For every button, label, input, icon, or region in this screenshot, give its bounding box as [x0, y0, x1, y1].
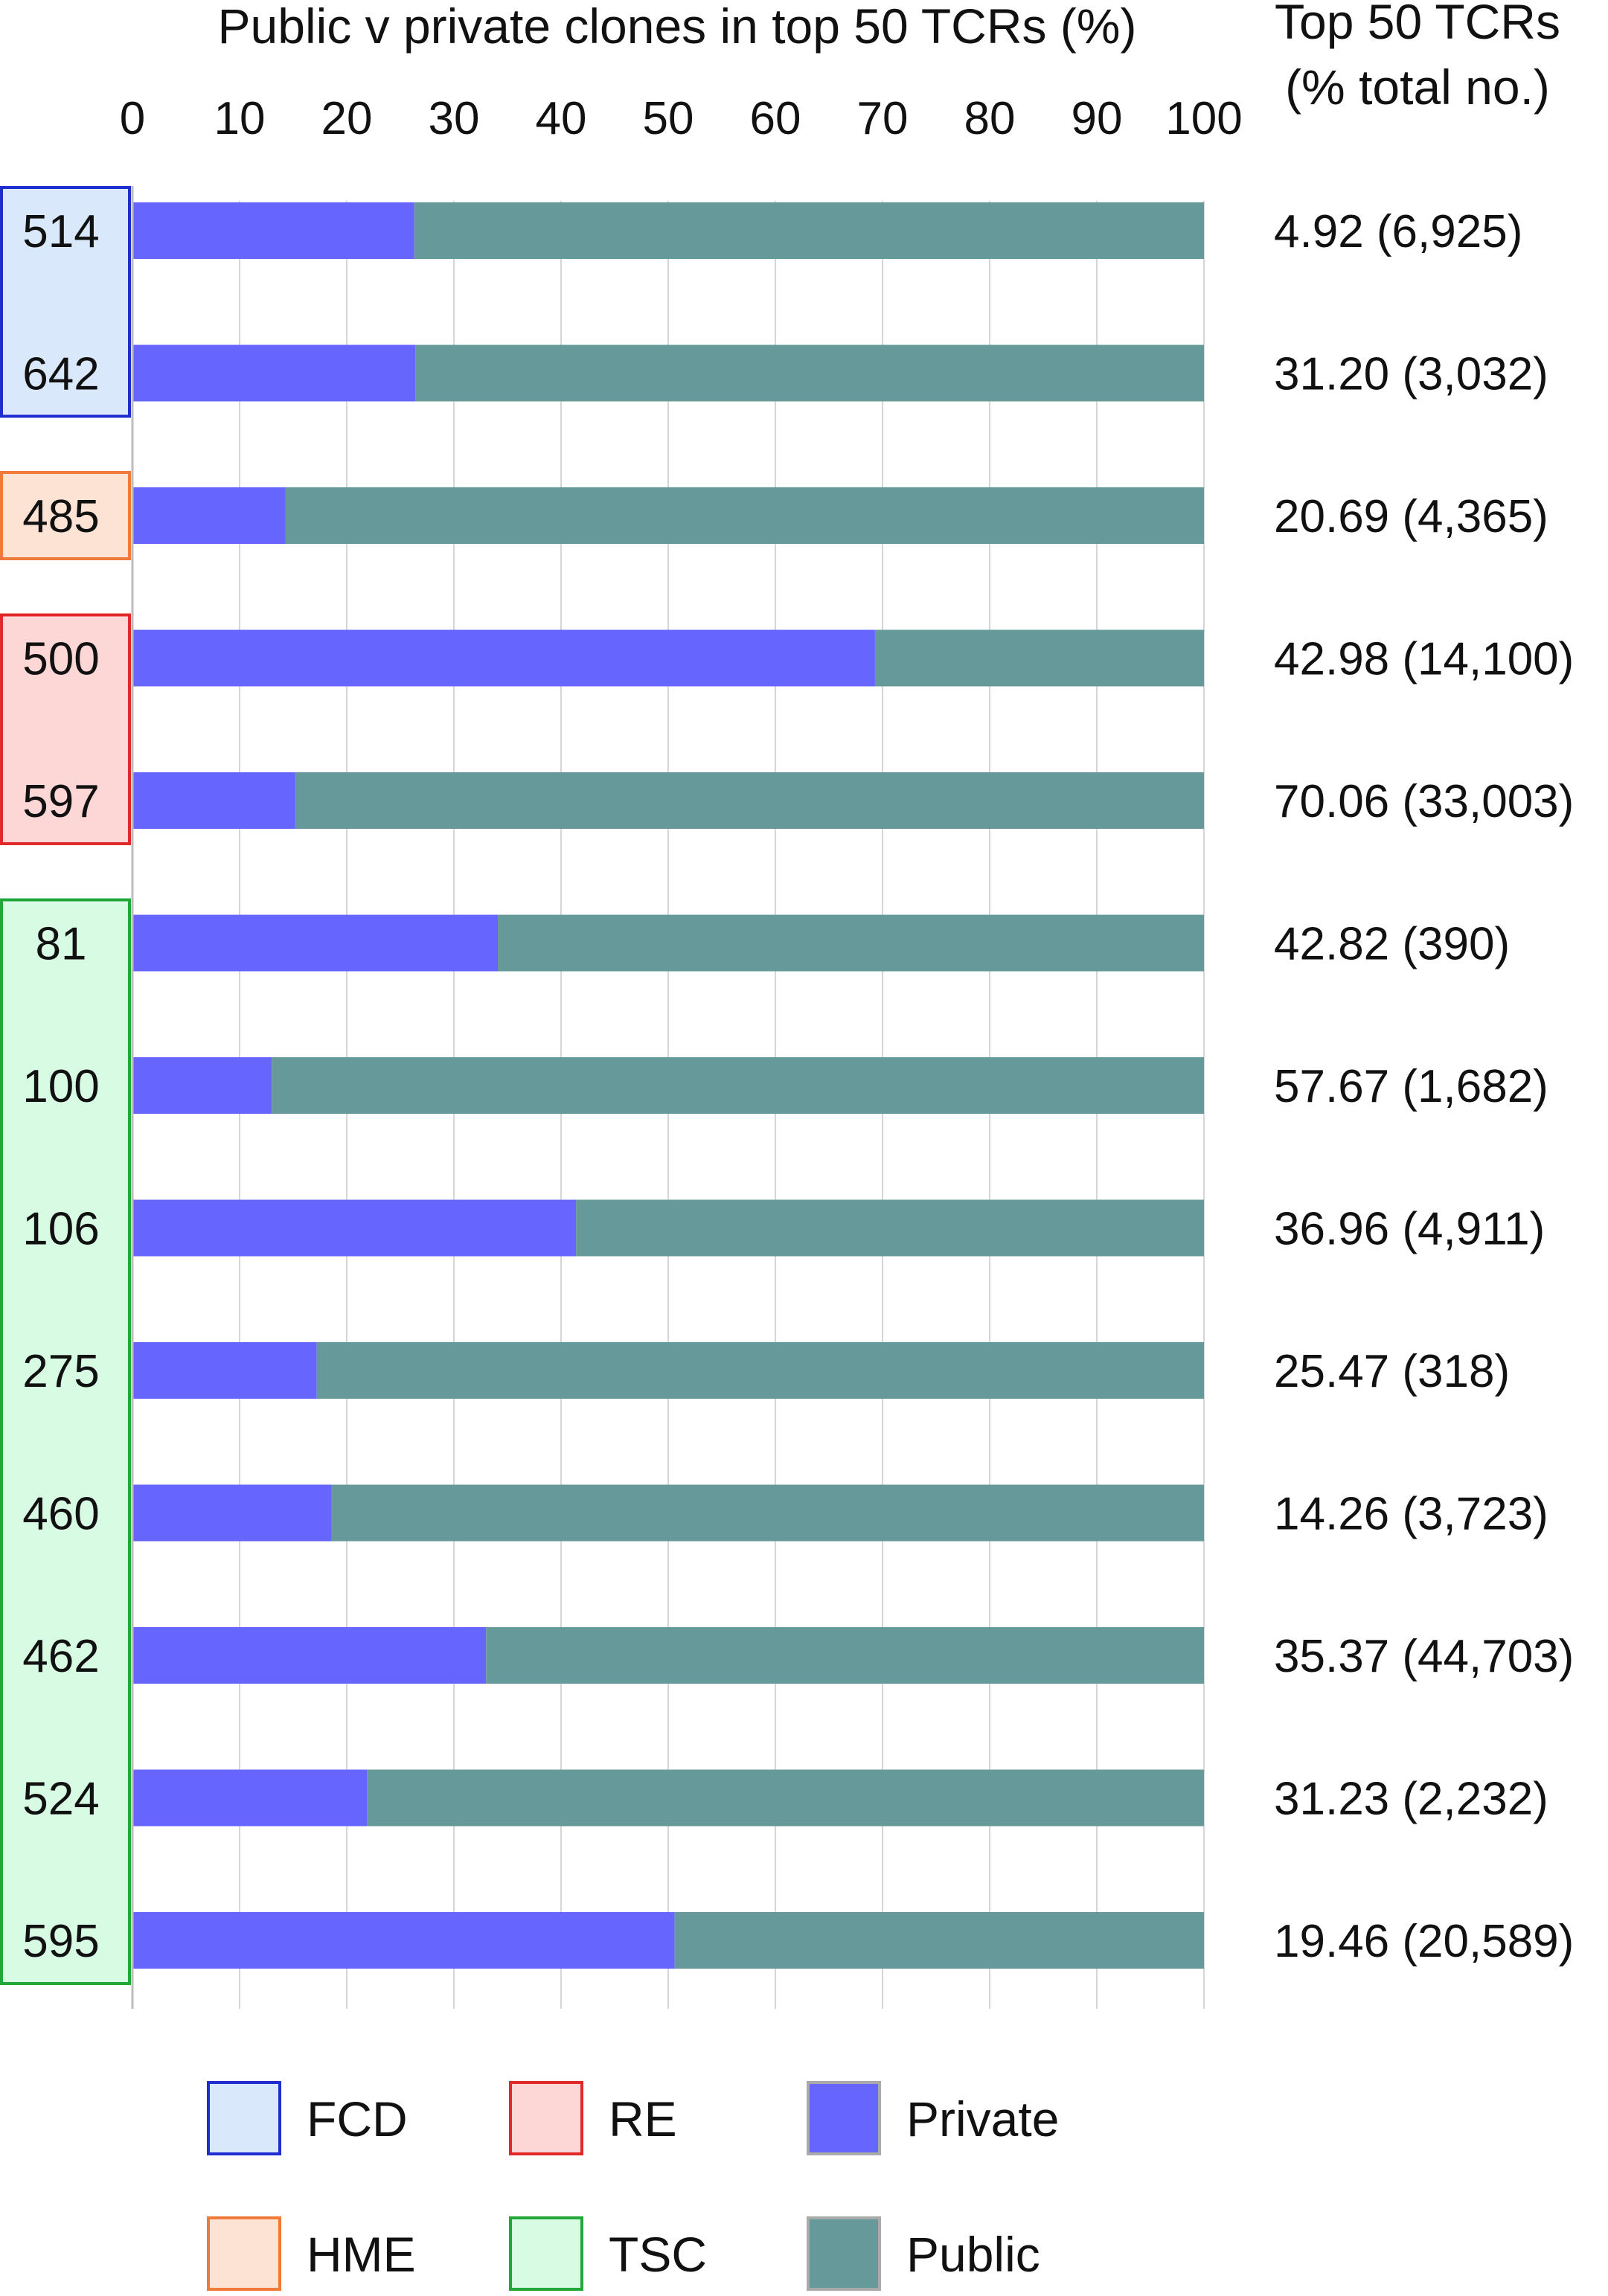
bar-public: [272, 1057, 1205, 1114]
bar-public: [316, 1342, 1205, 1399]
x-tick-label: 60: [750, 93, 801, 144]
bar-public: [295, 772, 1204, 829]
category-label: 485: [22, 491, 99, 542]
legend-label: RE: [609, 2091, 677, 2146]
category-label: 524: [22, 1774, 99, 1825]
bar-private: [132, 1912, 675, 1969]
category-label: 595: [22, 1916, 99, 1967]
row-value-label: 31.20 (3,032): [1274, 349, 1548, 400]
x-tick-label: 90: [1072, 93, 1123, 144]
x-tick-label: 20: [321, 93, 373, 144]
bar-private: [132, 344, 416, 402]
bar-public: [874, 629, 1204, 687]
row-value-label: 31.23 (2,232): [1274, 1774, 1548, 1825]
legend-swatch: [509, 2081, 583, 2155]
category-label: 597: [22, 776, 99, 827]
group-box: [0, 186, 131, 418]
category-label: 500: [22, 634, 99, 685]
bar-private: [132, 629, 875, 687]
row-value-label: 25.47 (318): [1274, 1346, 1510, 1397]
category-label: 462: [22, 1631, 99, 1682]
bar-public: [576, 1199, 1204, 1257]
bar-public: [498, 914, 1204, 972]
row-value-label: 35.37 (44,703): [1274, 1631, 1574, 1682]
bar-private: [132, 1199, 577, 1257]
row-value-label: 14.26 (3,723): [1274, 1489, 1548, 1540]
legend-swatch: [509, 2216, 583, 2291]
legend-label: Public: [906, 2227, 1040, 2282]
x-tick-label: 70: [857, 93, 909, 144]
bar-private: [132, 772, 295, 829]
bar-public: [331, 1484, 1205, 1542]
legend-swatch: [207, 2081, 281, 2155]
category-label: 100: [22, 1061, 99, 1112]
x-tick-label: 50: [643, 93, 694, 144]
bar-public: [486, 1627, 1204, 1684]
group-box: [0, 471, 131, 560]
bar-private: [132, 487, 286, 544]
category-label: 642: [22, 349, 99, 400]
row-value-label: 57.67 (1,682): [1274, 1061, 1548, 1112]
row-value-label: 19.46 (20,589): [1274, 1916, 1574, 1967]
x-tick-label: 100: [1165, 93, 1242, 144]
category-label: 460: [22, 1489, 99, 1540]
row-value-label: 42.82 (390): [1274, 919, 1510, 970]
x-tick-label: 30: [429, 93, 480, 144]
bar-public: [414, 202, 1204, 259]
row-value-label: 36.96 (4,911): [1274, 1204, 1545, 1255]
bar-private: [132, 202, 414, 259]
category-label: 514: [22, 206, 99, 257]
chart-title: Public v private clones in top 50 TCRs (…: [218, 0, 1137, 54]
bar-public: [674, 1912, 1204, 1969]
row-value-label: 42.98 (14,100): [1274, 634, 1574, 685]
legend-label: Private: [906, 2091, 1059, 2146]
category-label: 275: [22, 1346, 99, 1397]
legend-swatch: [207, 2216, 281, 2291]
group-box: [0, 613, 131, 845]
group-box: [0, 898, 131, 1985]
category-label: 106: [22, 1204, 99, 1255]
bar-private: [132, 1057, 272, 1114]
right-header-line-1: Top 50 TCRs: [1275, 0, 1560, 49]
legend-swatch: [807, 2081, 881, 2155]
row-value-label: 70.06 (33,003): [1274, 776, 1574, 827]
bar-private: [132, 1342, 317, 1399]
x-tick-label: 40: [536, 93, 587, 144]
x-tick-label: 80: [964, 93, 1016, 144]
bar-public: [285, 487, 1204, 544]
bar-private: [132, 1769, 368, 1827]
legend-label: TSC: [609, 2227, 707, 2282]
x-tick-label: 10: [214, 93, 266, 144]
x-tick-label: 0: [120, 93, 145, 144]
legend-label: FCD: [307, 2091, 408, 2146]
bar-private: [132, 1484, 332, 1542]
bar-private: [132, 1627, 487, 1684]
category-label: 81: [36, 919, 87, 970]
legend-label: HME: [307, 2227, 416, 2282]
right-header-line-2: (% total no.): [1285, 60, 1550, 115]
bar-public: [367, 1769, 1204, 1827]
row-value-label: 4.92 (6,925): [1274, 206, 1522, 257]
bar-public: [415, 344, 1205, 402]
legend-swatch: [807, 2216, 881, 2291]
row-value-label: 20.69 (4,365): [1274, 491, 1548, 542]
bar-private: [132, 914, 499, 972]
